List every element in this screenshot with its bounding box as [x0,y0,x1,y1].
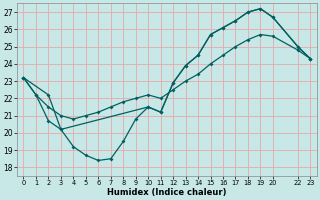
X-axis label: Humidex (Indice chaleur): Humidex (Indice chaleur) [107,188,227,197]
